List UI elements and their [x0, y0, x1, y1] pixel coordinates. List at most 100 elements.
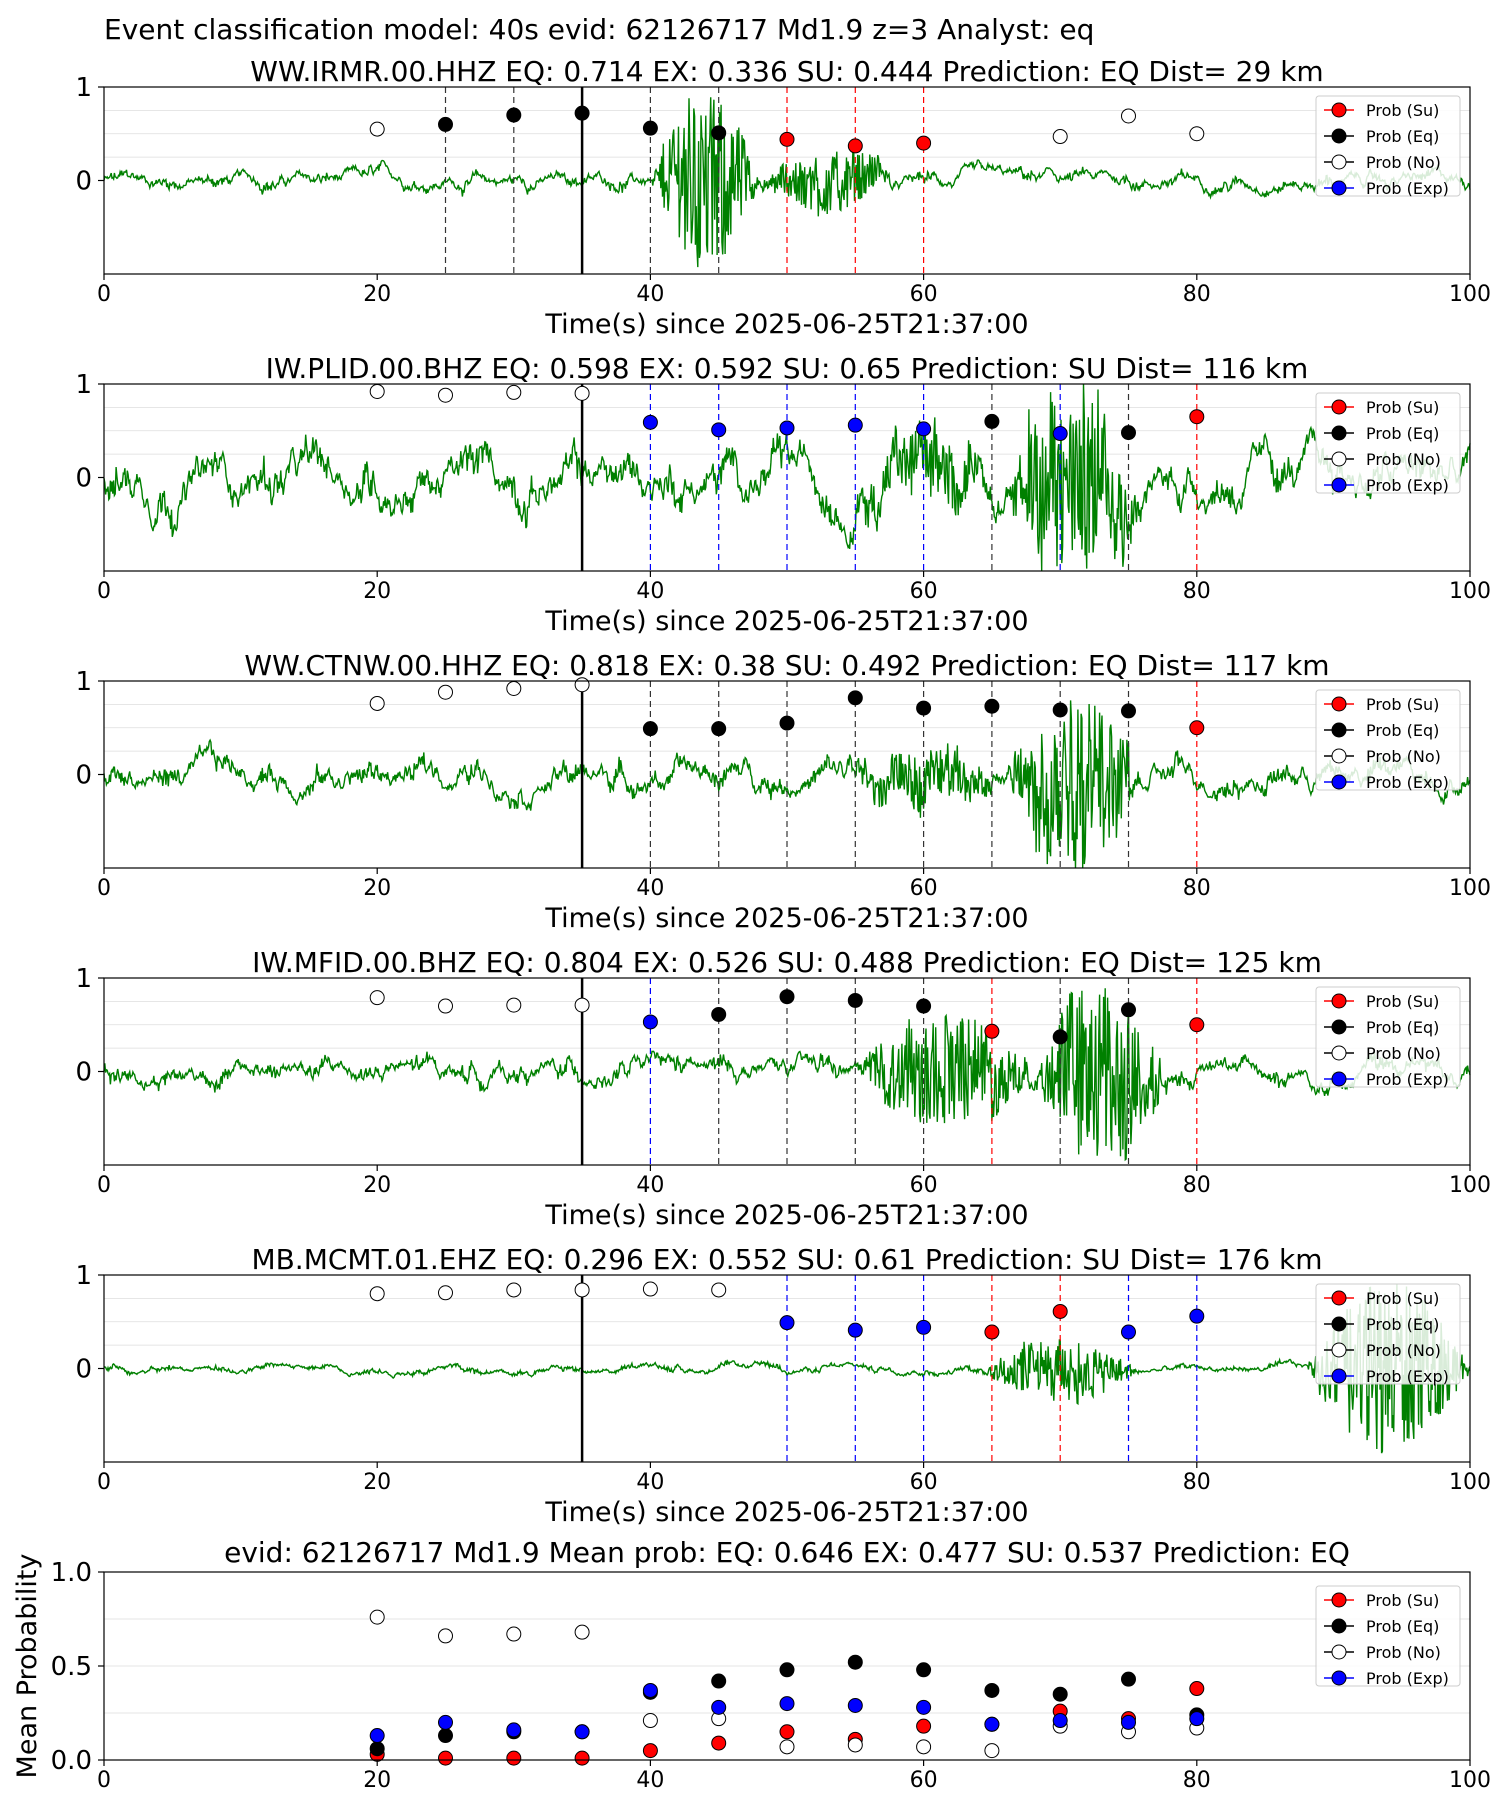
x-tick-label: 80 — [1183, 1768, 1211, 1793]
prob-point-eq — [779, 989, 795, 1005]
prob-point-no — [642, 1281, 658, 1297]
mean-point-no — [916, 1739, 932, 1755]
x-tick-label: 0 — [97, 1173, 111, 1198]
x-tick-label: 100 — [1449, 876, 1491, 901]
legend-label-eq: Prob (Eq) — [1366, 1617, 1439, 1636]
x-tick-label: 0 — [97, 1768, 111, 1793]
legend-box — [1315, 392, 1461, 494]
prob-point-no — [369, 121, 385, 137]
mean-point-exp — [369, 1728, 385, 1744]
mean-point-eq — [779, 1662, 795, 1678]
legend-marker-eq — [1331, 1316, 1347, 1332]
legend-label-su: Prob (Su) — [1366, 992, 1439, 1011]
prob-point-eq — [779, 715, 795, 731]
figure-title: Event classification model: 40s evid: 62… — [104, 13, 1094, 46]
prob-point-su — [984, 1023, 1000, 1039]
x-tick-label: 40 — [636, 282, 664, 307]
x-tick-label: 40 — [636, 579, 664, 604]
legend-label-exp: Prob (Exp) — [1366, 773, 1449, 792]
mean-point-no — [984, 1743, 1000, 1759]
mean-point-exp — [847, 1697, 863, 1713]
prob-point-eq — [1052, 702, 1068, 718]
y-tick-label: 1 — [75, 667, 92, 697]
legend-marker-exp — [1331, 1368, 1347, 1384]
mean-point-exp — [984, 1716, 1000, 1732]
y-tick-label: 0 — [75, 761, 92, 791]
legend-label-eq: Prob (Eq) — [1366, 1315, 1439, 1334]
y-tick-label: 1.0 — [51, 1558, 92, 1588]
panel-title: IW.PLID.00.BHZ EQ: 0.598 EX: 0.592 SU: 0… — [266, 352, 1309, 385]
prob-point-eq — [574, 105, 590, 121]
legend-marker-su — [1331, 696, 1347, 712]
prob-point-su — [779, 131, 795, 147]
y-tick-label: 1 — [75, 964, 92, 994]
legend-marker-su — [1331, 102, 1347, 118]
legend-marker-eq — [1331, 1618, 1347, 1634]
legend-marker-su — [1331, 1592, 1347, 1608]
x-tick-label: 40 — [636, 1173, 664, 1198]
mean-point-no — [574, 1624, 590, 1640]
prob-point-exp — [1189, 1308, 1205, 1324]
prob-point-no — [506, 997, 522, 1013]
prob-point-exp — [779, 1315, 795, 1331]
prob-point-no — [369, 383, 385, 399]
prob-point-no — [1052, 129, 1068, 145]
x-tick-label: 80 — [1183, 1470, 1211, 1495]
y-tick-label: 1 — [75, 1261, 92, 1291]
mean-point-eq — [711, 1673, 727, 1689]
waveform-trace — [103, 700, 1471, 869]
legend-label-eq: Prob (Eq) — [1366, 1018, 1439, 1037]
prob-point-exp — [847, 1322, 863, 1338]
station-panel-3: WW.CTNW.00.HHZ EQ: 0.818 EX: 0.38 SU: 0.… — [75, 649, 1491, 934]
x-tick-label: 100 — [1449, 1470, 1491, 1495]
prob-point-su — [984, 1324, 1000, 1340]
x-tick-label: 60 — [910, 579, 938, 604]
mean-point-no — [779, 1739, 795, 1755]
prob-point-eq — [1121, 1002, 1136, 1018]
mean-point-exp — [642, 1682, 658, 1698]
prob-point-no — [574, 997, 590, 1013]
legend-label-no: Prob (No) — [1366, 1044, 1441, 1063]
y-tick-label: 1 — [75, 370, 92, 400]
legend-marker-exp — [1331, 180, 1347, 196]
prob-point-exp — [779, 420, 795, 436]
x-tick-label: 0 — [97, 579, 111, 604]
prob-point-no — [1189, 126, 1205, 142]
legend-label-eq: Prob (Eq) — [1366, 424, 1439, 443]
mean-point-eq — [847, 1654, 863, 1670]
mean-point-su — [1189, 1681, 1205, 1697]
legend-label-no: Prob (No) — [1366, 450, 1441, 469]
legend-label-no: Prob (No) — [1366, 1341, 1441, 1360]
prob-point-no — [574, 677, 590, 693]
y-tick-label: 0 — [75, 1058, 92, 1088]
prob-point-no — [574, 385, 590, 401]
legend-label-su: Prob (Su) — [1366, 695, 1439, 714]
mean-point-exp — [506, 1722, 522, 1738]
panel-title: WW.CTNW.00.HHZ EQ: 0.818 EX: 0.38 SU: 0.… — [244, 649, 1329, 682]
x-tick-label: 40 — [636, 876, 664, 901]
prob-point-eq — [711, 1006, 727, 1022]
x-tick-label: 80 — [1183, 579, 1211, 604]
legend-box — [1315, 689, 1461, 791]
prob-point-eq — [984, 698, 1000, 714]
legend-label-su: Prob (Su) — [1366, 398, 1439, 417]
mean-point-no — [369, 1609, 385, 1625]
mean-point-eq — [369, 1741, 385, 1757]
legend-marker-exp — [1331, 774, 1347, 790]
legend-label-exp: Prob (Exp) — [1366, 1070, 1449, 1089]
legend-marker-su — [1331, 993, 1347, 1009]
prob-point-no — [506, 384, 522, 400]
x-tick-label: 60 — [910, 1768, 938, 1793]
panel-title: WW.IRMR.00.HHZ EQ: 0.714 EX: 0.336 SU: 0… — [250, 55, 1323, 88]
mean-point-no — [438, 1628, 453, 1644]
prob-point-no — [574, 1282, 590, 1298]
prob-point-eq — [984, 413, 1000, 429]
prob-point-eq — [847, 690, 863, 706]
mean-point-exp — [1189, 1711, 1205, 1727]
x-axis-label: Time(s) since 2025-06-25T21:37:00 — [544, 606, 1028, 637]
panel-title: evid: 62126717 Md1.9 Mean prob: EQ: 0.64… — [224, 1536, 1350, 1569]
x-tick-label: 20 — [363, 1470, 391, 1495]
legend-label-su: Prob (Su) — [1366, 1289, 1439, 1308]
legend-label-no: Prob (No) — [1366, 747, 1441, 766]
